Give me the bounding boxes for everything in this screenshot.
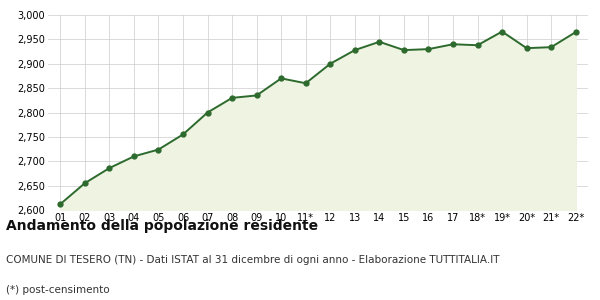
Text: Andamento della popolazione residente: Andamento della popolazione residente [6,219,318,233]
Text: COMUNE DI TESERO (TN) - Dati ISTAT al 31 dicembre di ogni anno - Elaborazione TU: COMUNE DI TESERO (TN) - Dati ISTAT al 31… [6,255,499,265]
Text: (*) post-censimento: (*) post-censimento [6,285,110,295]
